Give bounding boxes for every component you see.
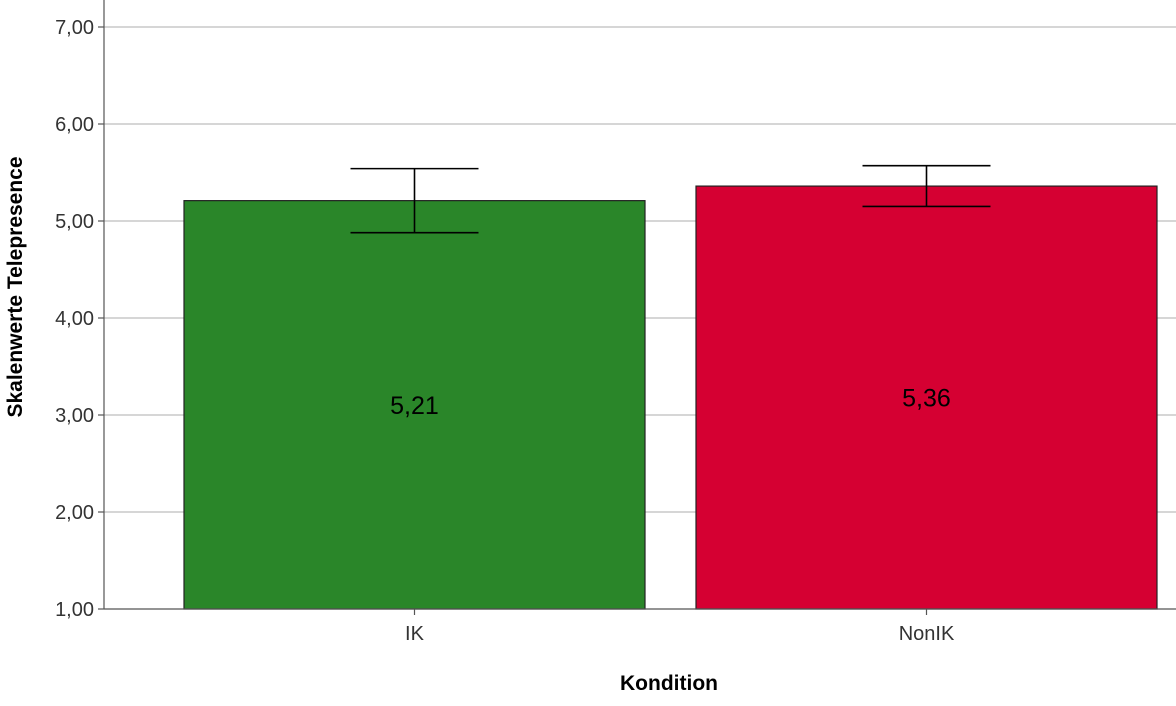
error-bars [350, 164, 991, 234]
bar-ik [183, 200, 646, 610]
y-tick-label: 6,00 [55, 114, 94, 136]
x-tick-labels: IK NonIK [405, 609, 955, 645]
y-tick-label: 4,00 [55, 308, 94, 330]
x-tick-label: IK [405, 623, 425, 645]
y-tick-label: 3,00 [55, 405, 94, 427]
y-axis-title: Skalenwerte Telepresence [4, 156, 27, 417]
y-tick-labels: 1,00 2,00 3,00 4,00 5,00 6,00 7,00 [55, 17, 94, 621]
bar-value-label: 5,21 [390, 392, 439, 420]
bar-nonik [695, 185, 1158, 610]
y-tick-label: 5,00 [55, 211, 94, 233]
value-labels: 5,21 5,36 [390, 385, 951, 420]
bar-value-label: 5,36 [902, 385, 951, 413]
x-axis-title: Kondition [620, 672, 718, 695]
y-tick-label: 7,00 [55, 17, 94, 39]
bars [183, 185, 1158, 610]
y-tick-label: 2,00 [55, 502, 94, 524]
x-tick-label: NonIK [899, 623, 955, 645]
y-tick-label: 1,00 [55, 599, 94, 621]
